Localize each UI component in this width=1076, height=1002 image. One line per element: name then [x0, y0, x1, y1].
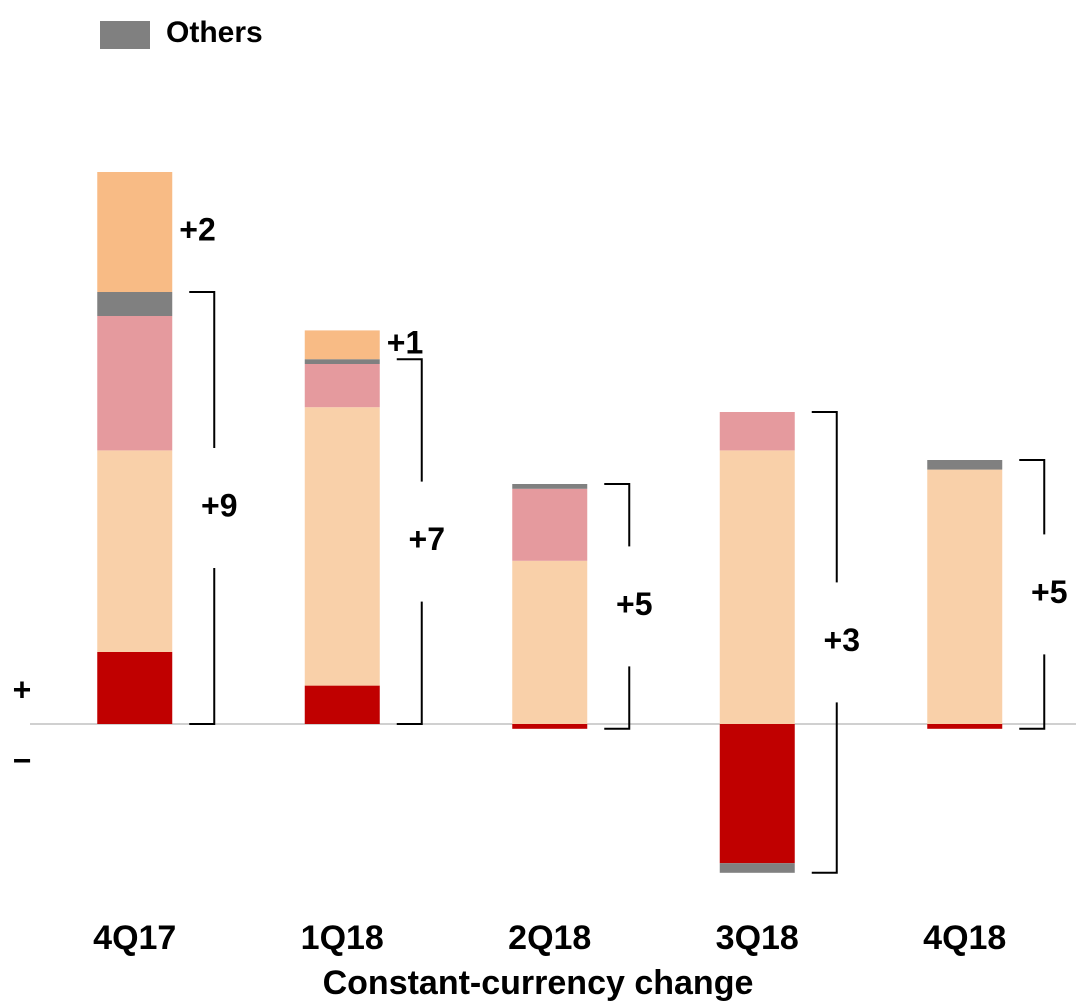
- bar-segment: [719, 412, 795, 451]
- bar-segment: [927, 469, 1003, 724]
- bar-segment: [97, 316, 173, 451]
- bar-segment: [304, 359, 380, 364]
- bracket-label-bg: [391, 481, 452, 602]
- x-tick-label: 4Q17: [93, 919, 176, 957]
- negative-label: −: [13, 742, 32, 778]
- bar-segment: [97, 172, 173, 292]
- bar-segment: [304, 685, 380, 724]
- bar-segment: [512, 484, 588, 489]
- bar-segment: [97, 450, 173, 652]
- bracket-label: +9: [201, 487, 237, 523]
- bracket-label: +5: [1031, 574, 1067, 610]
- bar-segment: [512, 488, 588, 561]
- bar-segment: [304, 330, 380, 360]
- bracket-label-bg: [1014, 534, 1075, 655]
- top-label: +2: [179, 211, 215, 247]
- x-tick-label: 1Q18: [301, 919, 384, 957]
- bracket-label-bg: [599, 546, 660, 667]
- bar-segment: [719, 863, 795, 873]
- x-axis-label: Constant-currency change: [323, 964, 754, 1002]
- x-tick-label: 3Q18: [716, 919, 799, 957]
- bar-segment: [927, 724, 1003, 729]
- bar-segment: [512, 724, 588, 729]
- bar-segment: [512, 560, 588, 724]
- bar-segment: [97, 292, 173, 316]
- bracket-label: +5: [616, 586, 652, 622]
- legend-swatch: [100, 21, 150, 49]
- x-tick-label: 4Q18: [923, 919, 1006, 957]
- legend-label: Others: [166, 16, 263, 49]
- top-label: +1: [387, 324, 423, 360]
- bracket-label: +7: [409, 521, 445, 557]
- bar-segment: [304, 407, 380, 686]
- positive-label: +: [13, 671, 32, 707]
- bar-segment: [719, 724, 795, 864]
- bar-segment: [304, 364, 380, 408]
- bar-segment: [719, 450, 795, 724]
- bracket-label-bg: [184, 448, 245, 568]
- bracket-label-bg: [806, 582, 867, 703]
- x-tick-label: 2Q18: [508, 919, 591, 957]
- bar-segment: [97, 652, 173, 724]
- bracket-label: +3: [824, 622, 860, 658]
- bar-segment: [927, 460, 1003, 470]
